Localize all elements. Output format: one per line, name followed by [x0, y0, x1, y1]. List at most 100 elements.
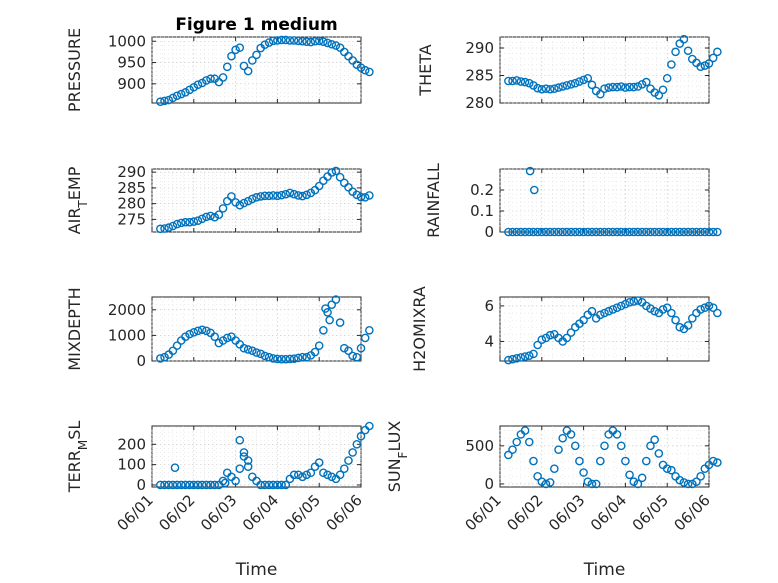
- data-point: [700, 61, 710, 70]
- data-point: [293, 191, 303, 200]
- data-point: [164, 223, 174, 232]
- data-point: [541, 84, 551, 93]
- data-point: [583, 477, 593, 486]
- data-point: [160, 480, 169, 490]
- x-tick-label: 06/03: [545, 491, 588, 534]
- data-point: [298, 472, 307, 482]
- data-point: [352, 352, 362, 362]
- data-point: [696, 227, 705, 237]
- data-point: [537, 227, 547, 237]
- data-point: [587, 479, 597, 489]
- data-point: [558, 82, 568, 91]
- data-point: [642, 77, 651, 87]
- data-point: [583, 227, 593, 237]
- data-point: [202, 212, 211, 222]
- data-point: [202, 480, 211, 490]
- data-point: [281, 354, 291, 364]
- data-point: [692, 227, 701, 237]
- y-axis-label: SUNFLUX: [385, 421, 410, 493]
- y-tick-label: 1000: [108, 326, 146, 344]
- data-point: [285, 354, 295, 364]
- series-markers: [156, 35, 374, 107]
- data-point: [596, 89, 605, 99]
- x-tick-label: 06/04: [587, 491, 630, 534]
- subplot-theta: 280 285 290 THETA: [416, 34, 722, 112]
- data-point: [512, 354, 522, 363]
- data-point: [713, 47, 722, 57]
- data-point: [218, 73, 228, 82]
- data-point: [156, 97, 165, 107]
- data-point: [533, 227, 542, 237]
- data-point: [298, 191, 307, 201]
- data-point: [314, 36, 324, 46]
- data-point: [185, 217, 194, 227]
- data-point: [675, 322, 685, 332]
- data-point: [625, 298, 634, 307]
- data-point: [210, 332, 219, 341]
- data-point: [579, 468, 588, 477]
- data-point: [654, 227, 664, 237]
- data-point: [616, 82, 626, 91]
- data-point: [524, 78, 534, 88]
- y-axis-label: MIXDEPTH: [65, 287, 84, 370]
- data-point: [181, 332, 190, 341]
- data-point: [600, 441, 609, 451]
- data-point: [164, 480, 174, 490]
- data-point: [612, 430, 622, 439]
- data-point: [293, 470, 303, 480]
- data-point: [524, 351, 534, 360]
- data-point: [260, 480, 270, 490]
- data-point: [713, 227, 722, 237]
- data-point: [537, 84, 547, 94]
- data-point: [365, 191, 374, 200]
- data-point: [646, 227, 655, 237]
- data-point: [306, 37, 316, 47]
- data-point: [160, 224, 169, 233]
- data-point: [667, 308, 676, 318]
- data-point: [214, 77, 224, 87]
- x-tick-label: 06/03: [197, 491, 240, 534]
- data-point: [562, 81, 572, 90]
- data-point: [243, 462, 253, 471]
- data-point: [625, 82, 634, 92]
- data-point: [525, 166, 535, 176]
- y-tick-label: 0: [484, 223, 494, 241]
- data-point: [683, 479, 693, 489]
- data-point: [268, 480, 278, 490]
- data-point: [708, 303, 718, 312]
- data-point: [687, 227, 697, 237]
- data-point: [704, 227, 714, 237]
- data-point: [335, 172, 345, 182]
- data-point: [520, 352, 530, 361]
- data-point: [264, 191, 274, 201]
- data-point: [252, 348, 261, 357]
- data-point: [197, 78, 207, 88]
- data-point: [583, 73, 593, 83]
- data-point: [327, 39, 337, 49]
- data-point: [202, 76, 211, 85]
- data-point: [360, 193, 370, 202]
- data-point: [168, 346, 178, 356]
- data-point: [587, 227, 597, 237]
- data-point: [277, 354, 286, 364]
- data-point: [314, 341, 324, 350]
- data-point: [273, 480, 282, 490]
- data-point: [156, 354, 165, 363]
- x-axis-label: Time: [583, 560, 626, 580]
- data-point: [222, 333, 232, 343]
- data-point: [298, 36, 307, 46]
- data-point: [243, 456, 253, 465]
- data-point: [268, 354, 278, 363]
- data-point: [227, 51, 236, 61]
- data-point: [289, 36, 299, 45]
- x-tick-label: 06/01: [114, 491, 157, 534]
- data-point: [214, 210, 224, 219]
- y-axis-label: AIRTEMP: [65, 166, 90, 234]
- data-point: [520, 77, 530, 87]
- data-point: [621, 456, 630, 466]
- data-point: [575, 227, 584, 237]
- data-point: [558, 433, 568, 443]
- data-point: [273, 36, 282, 45]
